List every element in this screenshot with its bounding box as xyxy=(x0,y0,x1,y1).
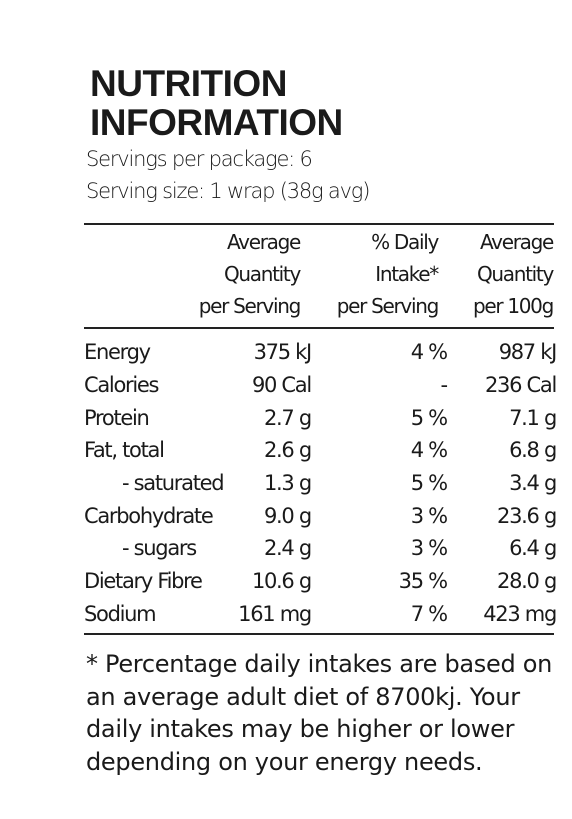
header-rule xyxy=(84,327,554,329)
serving-size: Serving size: 1 wrap (38g avg) xyxy=(86,179,370,203)
per-serving-value: 2.6 g xyxy=(264,438,312,463)
nutrient-name: Protein xyxy=(84,405,150,430)
nutrient-name: Energy xyxy=(84,340,151,365)
table-row: Fat, total 2.6 g 4 % 6.8 g xyxy=(84,434,557,467)
nutrient-name: Sodium xyxy=(84,601,157,626)
table-row: Carbohydrate 9.0 g 3 % 23.6 g xyxy=(84,499,557,532)
panel-title: NUTRITION INFORMATION xyxy=(90,64,343,142)
per-serving-value: 375 kJ xyxy=(253,340,313,365)
daily-intake-value: 4 % xyxy=(410,438,448,463)
per-100g-value: 6.4 g xyxy=(509,536,557,561)
table-row: - saturated 1.3 g 5 % 3.4 g xyxy=(84,467,557,500)
nutrient-name: Carbohydrate xyxy=(84,503,214,528)
per-100g-value: 3.4 g xyxy=(509,471,557,496)
title-line-1: NUTRITION xyxy=(90,63,287,104)
per-serving-value: 2.4 g xyxy=(264,536,312,561)
daily-intake-value: - xyxy=(440,373,449,398)
daily-intake-value: 7 % xyxy=(410,601,448,626)
title-line-2: INFORMATION xyxy=(90,102,343,143)
per-100g-value: 236 Cal xyxy=(484,373,557,398)
per-serving-value: 161 mg xyxy=(238,601,312,626)
per-serving-value: 1.3 g xyxy=(264,471,312,496)
per-serving-value: 90 Cal xyxy=(251,373,312,398)
per-100g-value: 7.1 g xyxy=(509,405,557,430)
table-row: Dietary Fibre 10.6 g 35 % 28.0 g xyxy=(84,565,557,598)
nutrient-name: Fat, total xyxy=(84,438,165,463)
per-100g-value: 6.8 g xyxy=(509,438,557,463)
daily-intake-value: 35 % xyxy=(398,569,448,594)
per-serving-value: 9.0 g xyxy=(264,503,312,528)
table-row: Sodium 161 mg 7 % 423 mg xyxy=(84,598,557,631)
daily-intake-value: 5 % xyxy=(410,405,448,430)
table-row: - sugars 2.4 g 3 % 6.4 g xyxy=(84,532,557,565)
daily-intake-value: 4 % xyxy=(410,340,448,365)
per-serving-value: 10.6 g xyxy=(251,569,312,594)
table-row: Calories 90 Cal - 236 Cal xyxy=(84,369,557,402)
header-avg-100g: Average Quantity per 100g xyxy=(472,230,554,318)
top-rule xyxy=(84,223,554,225)
header-avg-serving: Average Quantity per Serving xyxy=(198,230,302,318)
table-row: Protein 2.7 g 5 % 7.1 g xyxy=(84,401,557,434)
daily-intake-value: 3 % xyxy=(410,536,448,561)
nutrient-name: Calories xyxy=(84,373,159,398)
per-serving-value: 2.7 g xyxy=(264,405,312,430)
per-100g-value: 28.0 g xyxy=(497,569,557,594)
header-daily-intake: % Daily Intake* per Serving xyxy=(336,230,440,318)
nutrition-table: Energy 375 kJ 4 % 987 kJ Calories 90 Cal - 236 … xyxy=(84,336,558,631)
daily-intake-value: 5 % xyxy=(410,471,448,496)
servings-per-package: Servings per package: 6 xyxy=(86,147,313,171)
per-100g-value: 987 kJ xyxy=(498,340,558,365)
footnote: * Percentage daily intakes are based on … xyxy=(86,650,553,776)
nutrient-name: - sugars xyxy=(122,536,197,561)
table-row: Energy 375 kJ 4 % 987 kJ xyxy=(84,336,558,369)
daily-intake-value: 3 % xyxy=(410,503,448,528)
nutrient-name: - saturated xyxy=(122,471,225,496)
per-100g-value: 23.6 g xyxy=(497,503,557,528)
nutrient-name: Dietary Fibre xyxy=(84,569,203,594)
bottom-rule xyxy=(84,633,554,635)
per-100g-value: 423 mg xyxy=(483,601,557,626)
